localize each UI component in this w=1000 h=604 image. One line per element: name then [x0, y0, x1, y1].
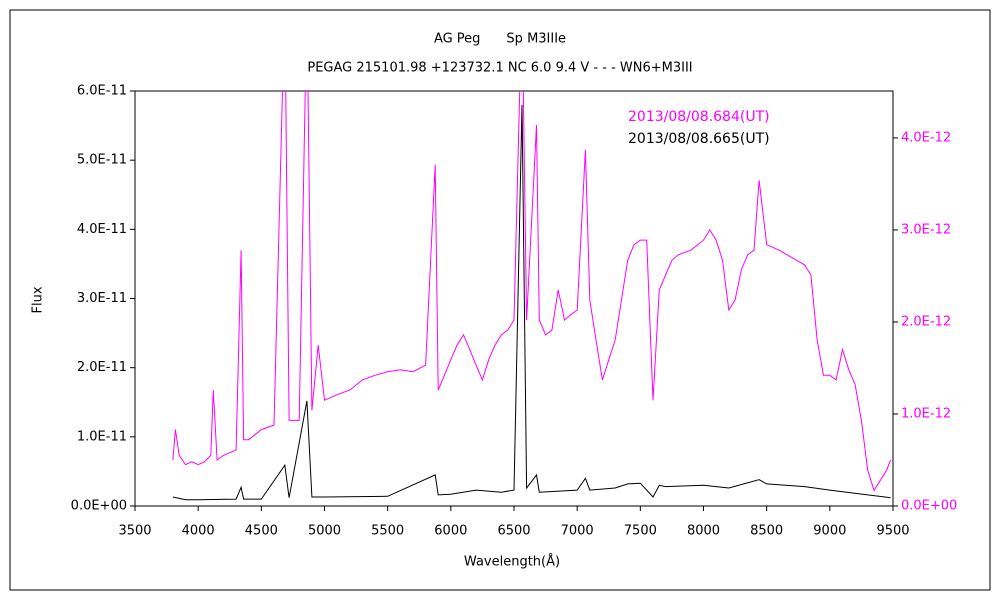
- y-axis-label: Flux: [31, 286, 46, 313]
- x-axis-label: Wavelength(Å): [464, 554, 560, 570]
- y2-tick-label: 4.0E-12: [901, 130, 951, 145]
- x-tick-label: 4000: [182, 524, 215, 539]
- x-tick-label: 7500: [624, 524, 657, 539]
- y-tick-label: 5.0E-11: [77, 153, 127, 168]
- x-tick-label: 9000: [813, 524, 846, 539]
- x-tick-label: 8500: [750, 524, 783, 539]
- x-tick-label: 4500: [245, 524, 278, 539]
- y-tick-label: 4.0E-11: [77, 222, 127, 237]
- x-tick-label: 6000: [434, 524, 467, 539]
- x-tick-label: 3500: [118, 524, 151, 539]
- x-tick-label: 5000: [308, 524, 341, 539]
- legend-entry: 2013/08/08.665(UT): [628, 131, 770, 147]
- y-tick-label: 2.0E-11: [77, 360, 127, 375]
- chart-title: AG Peg Sp M3IIIe: [434, 32, 566, 47]
- chart-subtitle: PEGAG 215101.98 +123732.1 NC 6.0 9.4 V -…: [307, 61, 692, 76]
- plot-lines: [172, 91, 891, 501]
- y2-tick-label: 0.0E+00: [901, 499, 957, 514]
- series-line: [172, 91, 891, 492]
- y-tick-label: 0.0E+00: [71, 499, 127, 514]
- x-tick-label: 5500: [371, 524, 404, 539]
- frame: [9, 9, 991, 591]
- y2-tick-label: 3.0E-12: [901, 222, 951, 237]
- legend-entry: 2013/08/08.684(UT): [628, 109, 770, 125]
- x-tick-label: 9500: [876, 524, 909, 539]
- y-tick-label: 1.0E-11: [77, 429, 127, 444]
- y2-tick-label: 1.0E-12: [901, 406, 951, 421]
- y2-tick-label: 2.0E-12: [901, 314, 951, 329]
- x-tick-label: 6500: [497, 524, 530, 539]
- x-tick-label: 8000: [687, 524, 720, 539]
- series-line: [172, 104, 891, 501]
- x-tick-label: 7000: [561, 524, 594, 539]
- y-tick-label: 6.0E-11: [77, 84, 127, 99]
- y-tick-label: 3.0E-11: [77, 291, 127, 306]
